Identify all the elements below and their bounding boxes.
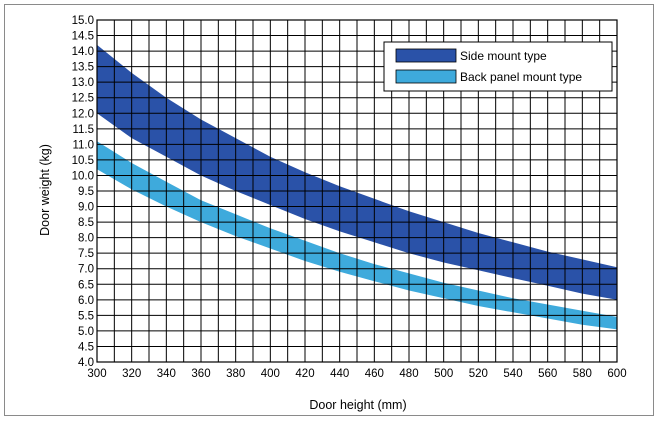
- x-tick-label: 420: [295, 368, 314, 380]
- x-tick-label: 480: [399, 368, 418, 380]
- y-tick-label: 10.5: [72, 155, 94, 167]
- y-tick-label: 14.0: [72, 46, 94, 58]
- y-tick-label: 8.0: [78, 233, 94, 245]
- y-tick-label: 7.5: [78, 248, 94, 260]
- y-tick-label: 9.0: [78, 202, 94, 214]
- y-tick-label: 6.0: [78, 295, 94, 307]
- x-tick-label: 380: [226, 368, 245, 380]
- legend-label-back-panel-mount: Back panel mount type: [460, 70, 582, 84]
- y-axis-label: Door weight (kg): [38, 144, 52, 236]
- legend-label-side-mount: Side mount type: [460, 49, 547, 63]
- y-tick-label: 5.5: [78, 310, 94, 322]
- y-tick-label: 12.5: [72, 93, 94, 105]
- band-0: [97, 44, 617, 300]
- y-tick-label: 4.5: [78, 341, 94, 353]
- y-tick-label: 10.0: [72, 170, 94, 182]
- y-tick-label: 6.5: [78, 279, 94, 291]
- y-tick-label: 13.5: [72, 62, 94, 74]
- legend: Side mount type Back panel mount type: [383, 41, 613, 92]
- y-tick-label: 14.5: [72, 31, 94, 43]
- y-tick-label: 9.5: [78, 186, 94, 198]
- y-tick-label: 11.5: [72, 124, 94, 136]
- x-tick-label: 500: [434, 368, 453, 380]
- y-tick-label: 5.0: [78, 326, 94, 338]
- x-tick-label: 340: [157, 368, 176, 380]
- plot-border: [96, 19, 618, 363]
- x-tick-label: 520: [469, 368, 488, 380]
- y-tick-label: 8.5: [78, 217, 94, 229]
- y-tick-label: 13.0: [72, 77, 94, 89]
- x-tick-label: 400: [261, 368, 280, 380]
- x-tick-label: 320: [122, 368, 141, 380]
- y-tick-label: 7.0: [78, 264, 94, 276]
- x-tick-label: 300: [87, 368, 106, 380]
- x-tick-label: 560: [538, 368, 557, 380]
- x-tick-label: 440: [330, 368, 349, 380]
- x-tick-label: 360: [191, 368, 210, 380]
- x-tick-label: 580: [573, 368, 592, 380]
- legend-swatch-side-mount: [395, 48, 457, 63]
- legend-swatch-back-panel-mount: [395, 69, 457, 84]
- x-tick-label: 460: [365, 368, 384, 380]
- x-tick-label: 540: [503, 368, 522, 380]
- tick-labels-layer: 300 320 340 360 380 400 420 440 460 480 500 520 540 5…: [72, 15, 627, 380]
- grid-layer: [96, 19, 618, 363]
- y-tick-label: 15.0: [72, 15, 94, 27]
- x-tick-label: 600: [607, 368, 626, 380]
- x-axis-label: Door height (mm): [309, 398, 406, 412]
- y-tick-label: 12.0: [72, 108, 94, 120]
- y-tick-label: 4.0: [78, 357, 94, 369]
- y-tick-label: 11.0: [72, 139, 94, 151]
